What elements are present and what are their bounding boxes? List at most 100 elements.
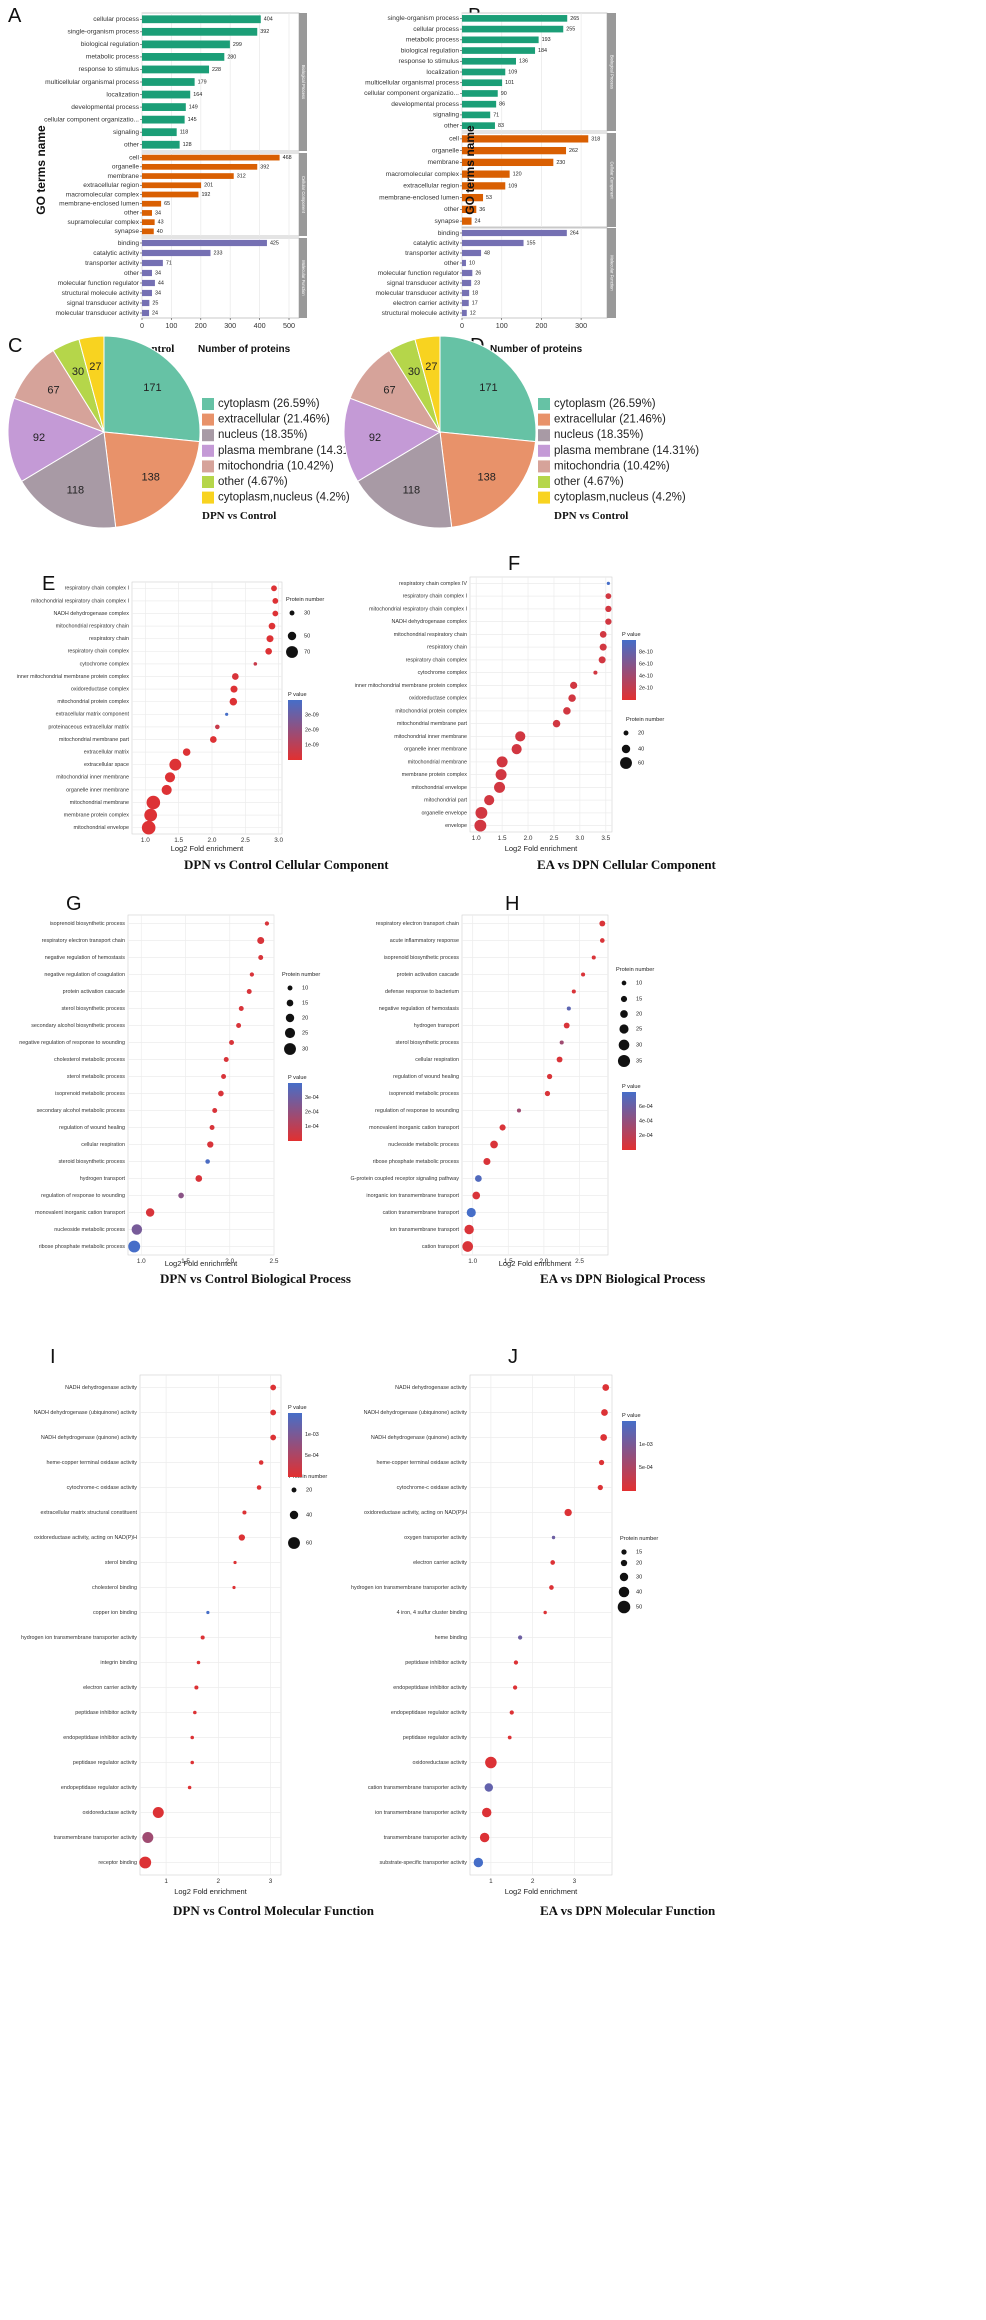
data-point xyxy=(599,920,606,927)
plot-panel xyxy=(461,914,609,1256)
legend-label: plasma membrane (14.31%) xyxy=(218,445,363,457)
y-tick-label: oxidoreductase complex xyxy=(409,696,467,702)
x-tick-label: 200 xyxy=(535,321,547,330)
data-point xyxy=(543,1610,547,1615)
data-point xyxy=(605,618,612,625)
bar xyxy=(462,289,470,297)
y-tick-label: structural molecule activity xyxy=(382,310,460,317)
data-point xyxy=(164,772,176,783)
size-legend-label: 70 xyxy=(304,649,310,655)
bar xyxy=(462,299,469,307)
size-legend-label: 40 xyxy=(306,1512,312,1518)
data-label: 193 xyxy=(542,37,551,43)
data-label: 26 xyxy=(475,270,481,276)
y-tick-label: membrane-enclosed lumen xyxy=(59,200,139,207)
data-point xyxy=(462,1241,474,1252)
data-point xyxy=(571,989,576,994)
y-tick-label: G-protein coupled receptor signaling pat… xyxy=(351,1176,460,1182)
x-tick-label: 2 xyxy=(217,1878,221,1885)
y-tick-label: multicellular organismal process xyxy=(45,79,140,86)
color-legend-label: 2e-04 xyxy=(305,1109,319,1115)
size-legend-label: 20 xyxy=(302,1015,308,1021)
data-point xyxy=(207,1141,214,1148)
size-legend-title: Protein number xyxy=(626,717,664,723)
data-point xyxy=(606,581,610,585)
legend-label: cytoplasm,nucleus (4.2%) xyxy=(554,492,686,504)
y-tick-label: organelle envelope xyxy=(421,810,467,816)
data-point xyxy=(212,1108,218,1113)
data-point xyxy=(552,719,561,728)
data-point xyxy=(223,1057,229,1062)
slice-value-label: 118 xyxy=(403,485,421,497)
y-tick-label: mitochondrial envelope xyxy=(412,785,467,791)
facet-strip xyxy=(607,133,616,227)
x-tick-label: 3 xyxy=(269,1878,273,1885)
data-point xyxy=(515,731,526,742)
y-tick-label: NADH dehydrogenase (ubiquinone) activity xyxy=(34,1410,138,1416)
bar xyxy=(462,229,567,237)
color-legend-label: 1e-09 xyxy=(305,742,319,748)
y-tick-label: oxidoreductase activity, acting on NAD(P… xyxy=(364,1510,467,1516)
size-legend-label: 25 xyxy=(636,1026,642,1032)
data-point xyxy=(256,1485,262,1490)
y-tick-label: cellular respiration xyxy=(415,1057,459,1063)
y-tick-label: respiratory chain xyxy=(89,636,129,642)
data-label: 201 xyxy=(204,183,213,189)
data-label: 34 xyxy=(155,270,161,276)
y-tick-label: biological regulation xyxy=(81,41,140,48)
pie-chart-d: 171 138 118 92 67 30 27 cytoplasm (26.59%) extra… xyxy=(343,335,699,529)
data-label: 86 xyxy=(499,102,505,108)
facet-strip-label: Molecular Function xyxy=(609,255,614,291)
pie-slice xyxy=(7,397,106,483)
size-legend-title: Protein number xyxy=(282,972,320,978)
data-point xyxy=(511,744,522,755)
y-tick-label: receptor binding xyxy=(98,1860,137,1866)
y-tick-label: molecular transducer activity xyxy=(55,310,139,317)
panel-letter-a: A xyxy=(8,5,22,27)
data-point xyxy=(178,1192,184,1199)
size-legend-label: 15 xyxy=(636,996,642,1002)
data-point xyxy=(496,756,508,768)
data-point xyxy=(475,806,488,819)
pie-chart-c: 171 138 118 92 67 30 27 cytoplasm (26.59%) extra… xyxy=(7,335,363,529)
x-tick-label: 0 xyxy=(460,321,464,330)
bubble-chart-f: respiratory chain complex IV respiratory … xyxy=(355,576,717,872)
data-point xyxy=(570,681,578,689)
y-tick-label: mitochondrial respiratory chain complex … xyxy=(369,606,467,612)
size-legend-title: Protein number xyxy=(616,967,654,973)
bar xyxy=(462,205,477,214)
size-legend-dot xyxy=(617,1054,631,1068)
plot-panel xyxy=(131,581,283,835)
data-point xyxy=(270,1384,277,1391)
y-tick-label: cellular respiration xyxy=(81,1142,125,1148)
data-label: 265 xyxy=(570,16,579,22)
bar xyxy=(142,239,267,247)
y-tick-label: catalytic activity xyxy=(413,240,460,247)
data-point xyxy=(556,1056,563,1063)
data-label: 25 xyxy=(152,300,158,306)
data-point xyxy=(230,685,238,693)
bar xyxy=(462,249,482,257)
chart-caption: EA vs DPN Biological Process xyxy=(540,1271,705,1286)
x-tick-label: 2.5 xyxy=(270,1258,279,1265)
y-tick-label: endopeptidase inhibitor activity xyxy=(393,1685,467,1691)
data-label: 179 xyxy=(198,79,207,85)
data-label: 318 xyxy=(591,136,600,142)
data-point xyxy=(600,1434,608,1441)
y-tick-label: extracellular matrix component xyxy=(56,712,130,718)
data-label: 36 xyxy=(479,207,485,213)
size-legend-label: 60 xyxy=(638,760,644,766)
data-point xyxy=(246,989,252,994)
data-label: 255 xyxy=(566,27,575,33)
bar xyxy=(142,219,155,226)
data-point xyxy=(272,610,279,617)
facet-strip-label: Cellular Component xyxy=(301,176,306,214)
data-point xyxy=(581,972,586,977)
slice-value-label: 171 xyxy=(143,382,161,394)
x-tick-label: 1.0 xyxy=(141,837,150,844)
y-tick-label: molecular transducer activity xyxy=(375,290,459,297)
y-tick-label: supramolecular complex xyxy=(68,219,140,226)
x-tick-label: 200 xyxy=(195,321,207,330)
data-point xyxy=(479,1832,490,1843)
data-point xyxy=(187,1785,192,1790)
